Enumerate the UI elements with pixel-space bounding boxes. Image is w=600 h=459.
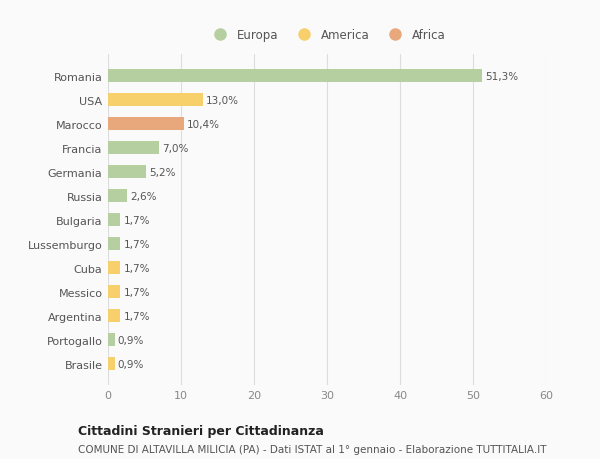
Text: 13,0%: 13,0%	[206, 95, 239, 106]
Text: 1,7%: 1,7%	[124, 287, 150, 297]
Legend: Europa, America, Africa: Europa, America, Africa	[203, 25, 451, 47]
Bar	[108, 94, 203, 107]
Text: 7,0%: 7,0%	[162, 144, 188, 153]
Bar	[108, 166, 146, 179]
Bar	[108, 285, 121, 299]
Bar	[108, 309, 121, 323]
Text: 5,2%: 5,2%	[149, 168, 175, 178]
Text: 1,7%: 1,7%	[124, 263, 150, 273]
Text: 10,4%: 10,4%	[187, 120, 220, 129]
Bar	[108, 333, 115, 347]
Bar	[108, 214, 121, 227]
Text: 1,7%: 1,7%	[124, 215, 150, 225]
Text: Cittadini Stranieri per Cittadinanza: Cittadini Stranieri per Cittadinanza	[78, 425, 324, 437]
Text: 0,9%: 0,9%	[118, 359, 144, 369]
Text: 0,9%: 0,9%	[118, 335, 144, 345]
Text: 1,7%: 1,7%	[124, 239, 150, 249]
Bar	[108, 238, 121, 251]
Bar	[108, 142, 159, 155]
Bar	[108, 118, 184, 131]
Text: COMUNE DI ALTAVILLA MILICIA (PA) - Dati ISTAT al 1° gennaio - Elaborazione TUTTI: COMUNE DI ALTAVILLA MILICIA (PA) - Dati …	[78, 444, 547, 454]
Bar	[108, 70, 482, 83]
Bar	[108, 262, 121, 275]
Text: 51,3%: 51,3%	[485, 72, 518, 82]
Bar	[108, 190, 127, 203]
Text: 1,7%: 1,7%	[124, 311, 150, 321]
Text: 2,6%: 2,6%	[130, 191, 157, 202]
Bar	[108, 358, 115, 370]
